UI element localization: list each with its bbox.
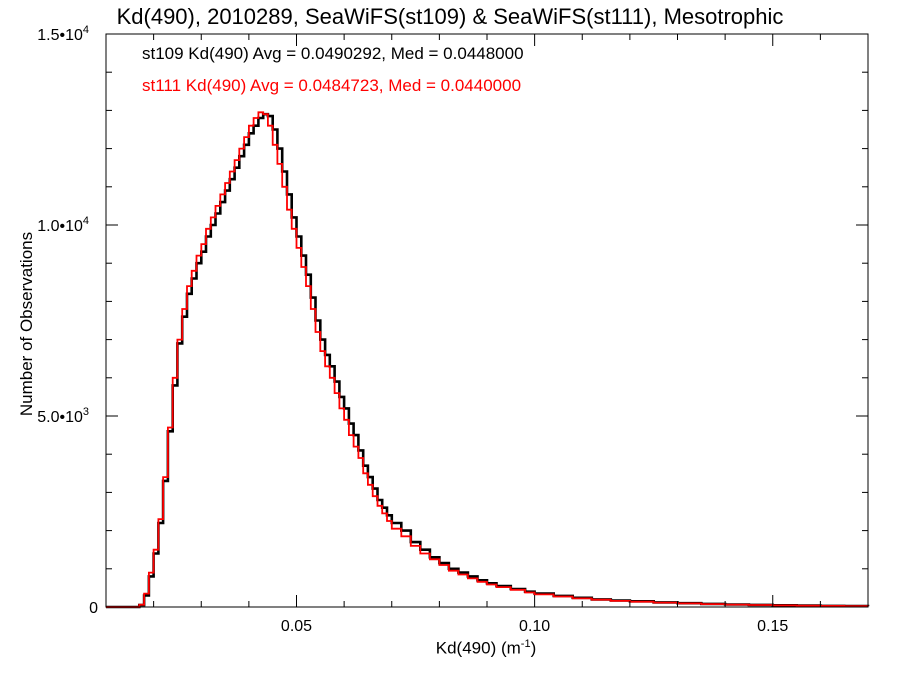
x-tick-label: 0.05 (281, 618, 312, 635)
y-tick-label: 0 (89, 600, 98, 617)
y-axis-label: Number of Observations (17, 231, 36, 417)
y-tick-label: 1.5•104 (37, 24, 89, 44)
series-layer (106, 111, 870, 609)
axis-layer: 0.05 0.10 0.15 0 5.0•103 1.0•104 1.5•104 (37, 24, 869, 635)
st109-series-line (106, 112, 870, 609)
plot-frame (105, 33, 869, 608)
st109-annotation: st109 Kd(490) Avg = 0.0490292, Med = 0.0… (142, 44, 524, 63)
x-tick-label: 0.10 (519, 618, 550, 635)
x-axis-label-close: ) (530, 638, 537, 658)
x-tick-label: 0.15 (757, 618, 788, 635)
st111-series-line (106, 111, 869, 608)
chart-title: Kd(490), 2010289, SeaWiFS(st109) & SeaWi… (116, 4, 784, 29)
x-axis-label-main: Kd(490) (m (435, 638, 521, 658)
st111-annotation: st111 Kd(490) Avg = 0.0484723, Med = 0.0… (142, 76, 522, 95)
x-axis-label-superscript: -1 (520, 638, 531, 650)
y-tick-label: 5.0•103 (37, 406, 89, 426)
x-axis-label: Kd(490) (m-1) (336, 638, 636, 659)
y-tick-label: 1.0•104 (37, 215, 89, 235)
